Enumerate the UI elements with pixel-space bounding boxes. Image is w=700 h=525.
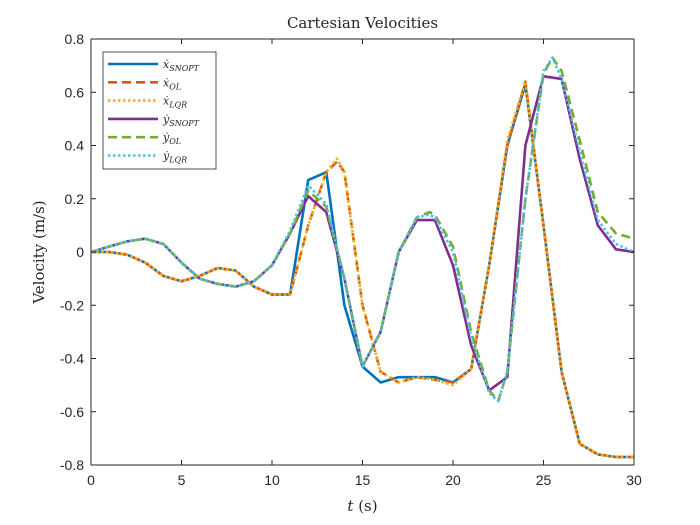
series-line-2 (91, 80, 634, 459)
legend-label-0: ẋSNOPT (163, 58, 200, 73)
x-tick-label-0: 0 (87, 472, 95, 488)
y-tick-label-3: -0.2 (60, 297, 84, 313)
series-line-5 (90, 56, 635, 403)
legend-label-5: ẏLQR (162, 150, 187, 165)
y-tick-label-2: -0.4 (60, 351, 84, 367)
y-tick-label-7: 0.6 (65, 84, 85, 100)
legend-entries: ẋSNOPT ẋOL ẋLQR ẏSNOPT ẏOL ẏLQR (108, 58, 200, 165)
x-tick-label-3: 15 (355, 472, 371, 488)
x-tick-label-1: 5 (178, 472, 186, 488)
x-tick-label-2: 10 (264, 472, 280, 488)
series-layer (90, 56, 635, 459)
x-axis-unit: (s) (358, 497, 377, 515)
legend-label-1: ẋOL (163, 76, 181, 91)
x-axis-variable: t (347, 497, 354, 515)
x-tick-label-6: 30 (626, 472, 642, 488)
legend-label-3: ẏSNOPT (162, 113, 200, 128)
legend-label-2: ẋLQR (163, 95, 187, 110)
legend-box (102, 51, 217, 170)
chart-title: Cartesian Velocities (287, 14, 438, 32)
legend: ẋSNOPT ẋOL ẋLQR ẏSNOPT ẏOL ẏLQR (102, 51, 217, 170)
x-axis-label: t (s) (347, 497, 377, 515)
y-tick-label-6: 0.4 (65, 138, 85, 154)
ticks-layer: 0 5 10 15 20 25 30 -0.8 -0.6 -0.4 -0.2 0 0.2 0.4 0.6 0.… (60, 31, 642, 488)
legend-label-4: ẏOL (162, 131, 181, 146)
y-tick-label-0: -0.8 (60, 457, 84, 473)
x-tick-label-4: 20 (445, 472, 461, 488)
y-tick-label-4: 0 (76, 244, 84, 260)
y-axis-label: Velocity (m/s) (30, 200, 48, 304)
y-tick-label-8: 0.8 (65, 31, 85, 47)
x-tick-label-5: 25 (536, 472, 552, 488)
y-tick-label-5: 0.2 (65, 191, 85, 207)
y-tick-label-1: -0.6 (60, 404, 84, 420)
